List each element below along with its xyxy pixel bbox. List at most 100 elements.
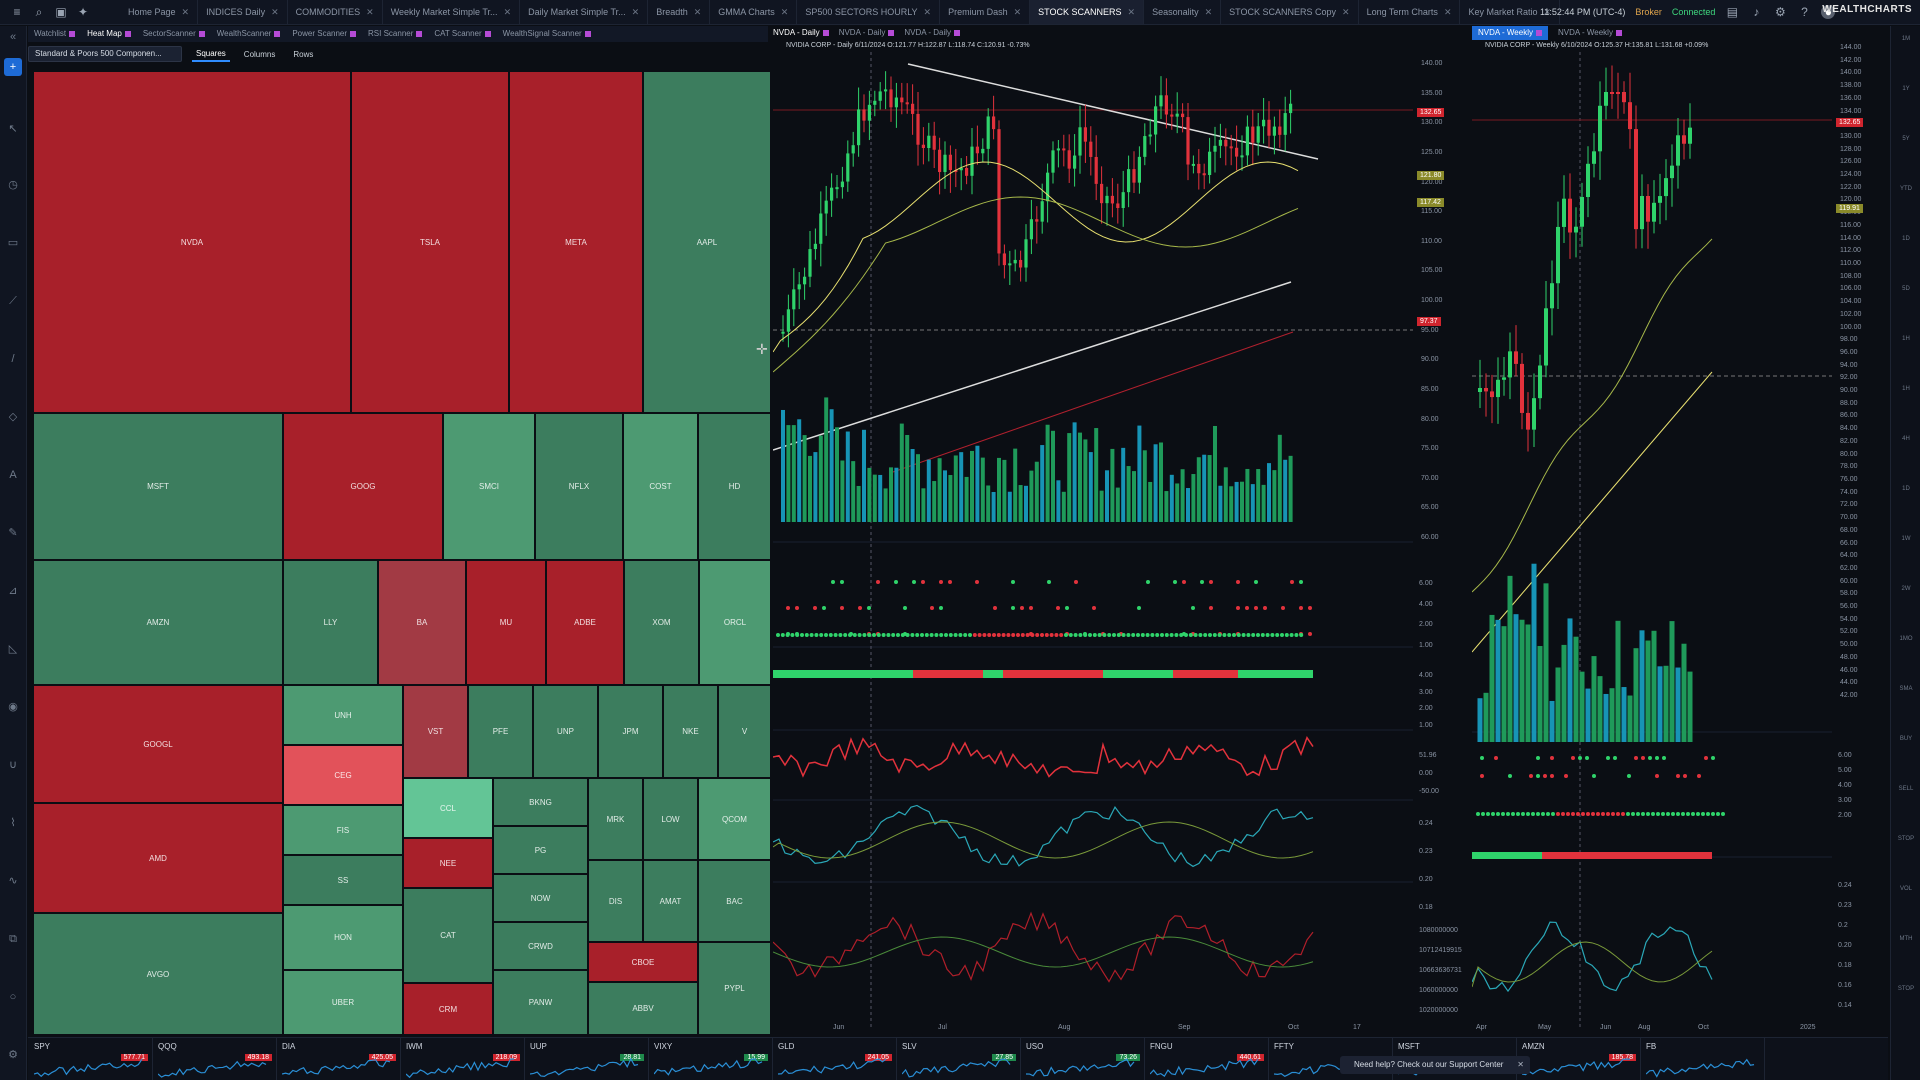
ticker-tile[interactable]: QQQ 493.18 <box>152 1038 277 1080</box>
workspace-tab[interactable]: Daily Market Simple Tr... ✕ <box>520 0 649 24</box>
view-tab-squares[interactable]: Squares <box>192 47 230 62</box>
add-icon[interactable]: + <box>4 58 22 76</box>
heatmap-cell[interactable]: PANW <box>493 970 588 1035</box>
heatmap-cell[interactable]: CEG <box>283 745 403 805</box>
heatmap-cell[interactable]: ORCL <box>699 560 771 685</box>
trend-icon[interactable]: ⟋ <box>9 295 17 307</box>
workspace-tab[interactable]: SP500 SECTORS HOURLY ✕ <box>797 0 941 24</box>
chart-tab[interactable]: NVDA - Daily <box>839 26 895 40</box>
gear-icon[interactable]: ⚙ <box>1775 5 1786 19</box>
heatmap-cell[interactable]: AMZN <box>33 560 283 685</box>
timeframe-button[interactable]: VOL <box>1899 886 1912 892</box>
timeframe-button[interactable]: 1D <box>1902 236 1910 242</box>
ticker-tile[interactable]: AMZN 185.78 <box>1516 1038 1641 1080</box>
copy-icon[interactable]: ⧉ <box>9 933 17 945</box>
chart-icon[interactable]: ⌇ <box>10 817 16 829</box>
scanner-tab[interactable]: RSI Scanner <box>362 26 428 42</box>
heatmap-cell[interactable]: HD <box>698 413 771 560</box>
help-icon[interactable]: ? <box>1801 5 1808 19</box>
menu-icon[interactable]: ≡ <box>13 5 21 19</box>
workspace-tab[interactable]: Premium Dash ✕ <box>940 0 1031 24</box>
bell-icon[interactable]: ♪ <box>1753 5 1760 19</box>
ai-icon[interactable]: ✦ <box>77 5 89 19</box>
heatmap-cell[interactable]: AVGO <box>33 913 283 1035</box>
workspace-tab[interactable]: Key Market Ratio ✕ <box>1460 0 1561 24</box>
timeframe-button[interactable]: 1D <box>1902 486 1910 492</box>
heatmap-cell[interactable]: JPM <box>598 685 663 778</box>
heatmap-cell[interactable]: VST <box>403 685 468 778</box>
close-tab-icon[interactable]: ✕ <box>923 7 932 17</box>
heatmap-cell[interactable]: V <box>718 685 771 778</box>
close-tab-icon[interactable]: ✕ <box>271 7 279 17</box>
workspace-tab[interactable]: Seasonality ✕ <box>1144 0 1222 24</box>
collapse-icon[interactable]: « <box>9 31 17 43</box>
heatmap-cell[interactable]: ABBV <box>588 982 698 1035</box>
calendar-icon[interactable]: ▭ <box>7 237 19 249</box>
eye-icon[interactable]: ◉ <box>8 701 18 713</box>
heatmap-cell[interactable]: TSLA <box>351 71 509 413</box>
workspace-tab[interactable]: Long Term Charts ✕ <box>1359 0 1461 24</box>
ticker-tile[interactable]: USO 73.26 <box>1020 1038 1145 1080</box>
ticker-tile[interactable]: FB <box>1640 1038 1765 1080</box>
timeframe-button[interactable]: BUY <box>1899 736 1913 742</box>
timeframe-button[interactable]: 1Y <box>1902 86 1910 92</box>
heatmap-cell[interactable]: NKE <box>663 685 718 778</box>
support-banner[interactable]: Need help? Check out our Support Center … <box>1340 1056 1530 1074</box>
text-icon[interactable]: A <box>9 469 17 481</box>
heatmap-cell[interactable]: CRM <box>403 983 493 1035</box>
weekly-chart[interactable] <box>1472 52 1832 1032</box>
close-tab-icon[interactable]: ✕ <box>1204 7 1213 17</box>
timeframe-button[interactable]: 1MO <box>1899 636 1913 642</box>
heatmap-cell[interactable]: FIS <box>283 805 403 855</box>
close-tab-icon[interactable]: ✕ <box>631 7 640 17</box>
cursor-icon[interactable]: ↖ <box>8 123 18 135</box>
timeframe-button[interactable]: SMA <box>1899 686 1913 692</box>
heatmap-cell[interactable]: META <box>509 71 643 413</box>
timeframe-button[interactable]: MTH <box>1899 936 1913 942</box>
heatmap-cell[interactable]: AMD <box>33 803 283 913</box>
ticker-tile[interactable]: VIXY 15.99 <box>648 1038 773 1080</box>
ruler-icon[interactable]: ⊿ <box>8 585 18 597</box>
measure-icon[interactable]: ◺ <box>8 643 18 655</box>
ticker-tile[interactable]: SLV 27.85 <box>896 1038 1021 1080</box>
heatmap-cell[interactable]: MRK <box>588 778 643 860</box>
heatmap-cell[interactable]: NFLX <box>535 413 623 560</box>
view-tab-columns[interactable]: Columns <box>243 49 276 59</box>
timeframe-button[interactable]: YTD <box>1900 186 1912 192</box>
ticker-tile[interactable]: GLD 241.05 <box>772 1038 897 1080</box>
timeframe-button[interactable]: STOP <box>1897 986 1915 992</box>
heatmap-cell[interactable]: ADBE <box>546 560 624 685</box>
timeframe-button[interactable]: 5D <box>1902 286 1910 292</box>
trash-icon[interactable]: ○ <box>9 991 17 1003</box>
heatmap-cell[interactable]: BAC <box>698 860 771 942</box>
heatmap-cell[interactable]: PYPL <box>698 942 771 1035</box>
heatmap-cell[interactable]: XOM <box>624 560 699 685</box>
workspace-tab[interactable]: STOCK SCANNERS Copy ✕ <box>1221 0 1359 24</box>
timeframe-button[interactable]: 2W <box>1901 586 1911 592</box>
close-tab-icon[interactable]: ✕ <box>780 7 789 17</box>
ticker-tile[interactable]: UUP 28.81 <box>524 1038 649 1080</box>
timeframe-button[interactable]: 1H <box>1902 336 1910 342</box>
chart-tab[interactable]: NVDA - Daily <box>773 26 829 40</box>
heatmap-cell[interactable]: BKNG <box>493 778 588 826</box>
daily-chart[interactable] <box>773 52 1413 1032</box>
heatmap-cell[interactable]: BA <box>378 560 466 685</box>
heatmap-cell[interactable]: CRWD <box>493 922 588 970</box>
heatmap-cell[interactable]: GOOG <box>283 413 443 560</box>
view-tab-rows[interactable]: Rows <box>293 49 314 59</box>
scanner-tab[interactable]: WealthSignal Scanner <box>497 26 597 42</box>
broker-link[interactable]: Broker <box>1635 7 1662 17</box>
heatmap-cell[interactable]: SMCI <box>443 413 535 560</box>
workspace-tab[interactable]: INDICES Daily ✕ <box>198 0 288 24</box>
wave-icon[interactable]: ∿ <box>8 875 18 887</box>
chart-tab[interactable]: NVDA - Daily <box>904 26 961 40</box>
close-tab-icon[interactable]: ✕ <box>181 7 190 17</box>
scanner-tab[interactable]: Watchlist <box>28 26 81 42</box>
close-tab-icon[interactable]: ✕ <box>693 7 702 17</box>
close-tab-icon[interactable]: ✕ <box>1443 7 1452 17</box>
heatmap-cell[interactable]: SS <box>283 855 403 905</box>
heatmap-cell[interactable]: CBOE <box>588 942 698 982</box>
close-tab-icon[interactable]: ✕ <box>1342 7 1350 17</box>
ticker-tile[interactable]: DIA 425.05 <box>276 1038 401 1080</box>
scanner-tab[interactable]: WealthScanner <box>211 26 287 42</box>
